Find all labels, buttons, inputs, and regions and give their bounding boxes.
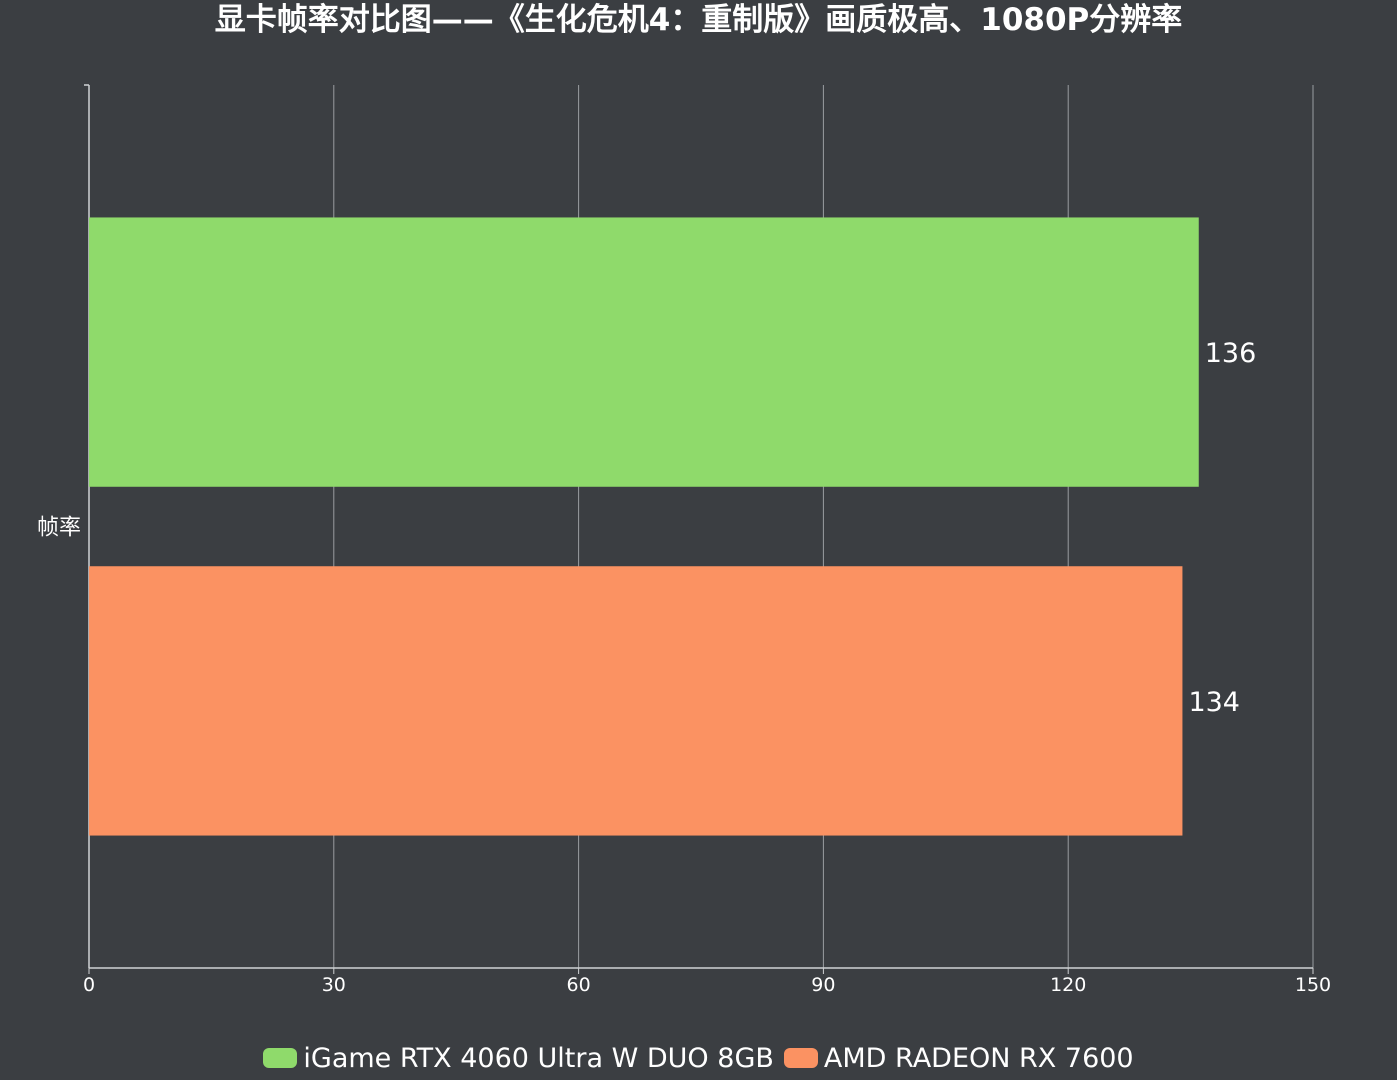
y-category-label-0: 帧率	[37, 516, 81, 541]
legend-swatch-0	[263, 1048, 298, 1068]
bar-series-0-cat-0	[89, 217, 1199, 487]
bars	[89, 217, 1199, 836]
legend-item-0[interactable]: iGame RTX 4060 Ultra W DUO 8GB	[263, 1043, 774, 1074]
labels: 0 30 60 90 120 150 帧率 136 134	[37, 338, 1331, 996]
x-tick-label-4: 120	[1050, 974, 1086, 996]
legend-label-0: iGame RTX 4060 Ultra W DUO 8GB	[303, 1042, 774, 1074]
x-tick-label-3: 90	[811, 974, 835, 996]
x-tick-label-1: 30	[322, 974, 346, 996]
chart-title: 显卡帧率对比图——《生化危机4：重制版》画质极高、1080P分辨率	[214, 2, 1183, 38]
data-label-series-1-cat-0: 134	[1188, 687, 1240, 718]
legend: iGame RTX 4060 Ultra W DUO 8GB AMD RADEON…	[0, 1038, 1397, 1078]
data-label-series-0-cat-0: 136	[1205, 338, 1257, 369]
legend-label-1: AMD RADEON RX 7600	[823, 1042, 1134, 1074]
x-tick-label-2: 60	[567, 974, 591, 996]
bar-series-1-cat-0	[89, 566, 1183, 836]
x-tick-label-0: 0	[83, 974, 95, 996]
legend-item-1[interactable]: AMD RADEON RX 7600	[783, 1042, 1134, 1074]
x-tick-label-5: 150	[1295, 974, 1331, 996]
legend-swatch-1	[783, 1048, 818, 1068]
